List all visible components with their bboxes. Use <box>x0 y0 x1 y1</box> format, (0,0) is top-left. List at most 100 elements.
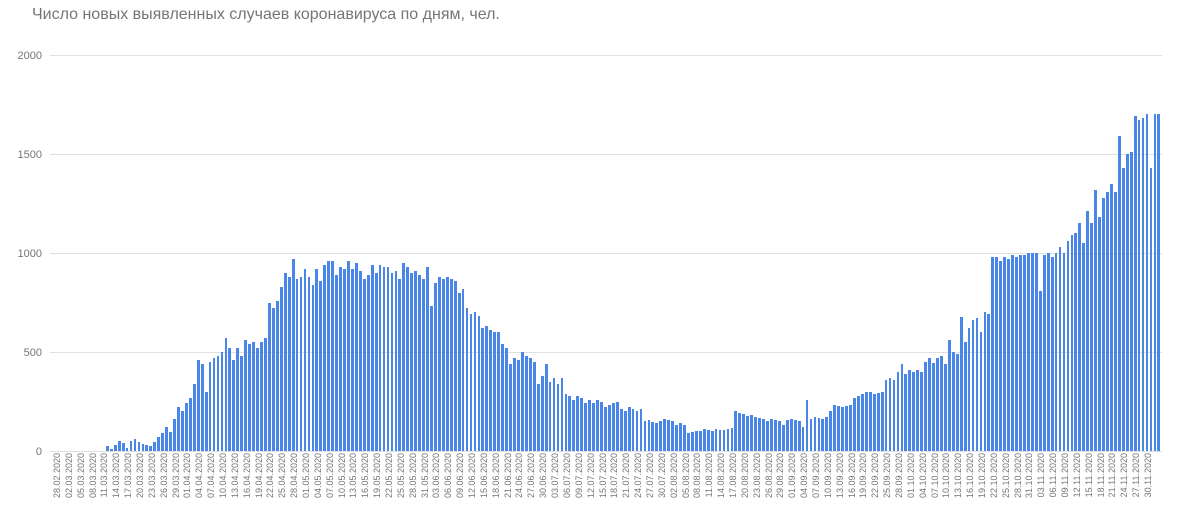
bar <box>742 414 745 451</box>
bar <box>193 384 196 451</box>
bar <box>612 403 615 451</box>
bar <box>972 320 975 451</box>
bar <box>232 360 235 451</box>
bar <box>818 418 821 451</box>
bar <box>770 419 773 451</box>
bar <box>521 352 524 451</box>
bar <box>505 348 508 451</box>
bar <box>1114 192 1117 451</box>
bar <box>810 419 813 451</box>
bar <box>1027 253 1030 451</box>
bar <box>984 312 987 451</box>
bar <box>331 261 334 451</box>
bar <box>213 358 216 451</box>
bar <box>1138 120 1141 451</box>
bar <box>999 261 1002 451</box>
bar <box>806 400 809 451</box>
bar <box>138 442 141 451</box>
bar <box>845 406 848 451</box>
bar <box>161 433 164 451</box>
bar <box>489 330 492 451</box>
bar <box>1035 253 1038 451</box>
bar <box>221 352 224 451</box>
bar <box>995 257 998 451</box>
bar <box>814 417 817 451</box>
bar <box>335 275 338 451</box>
bar <box>1122 168 1125 451</box>
bar <box>379 265 382 451</box>
y-axis-label: 0 <box>36 446 42 458</box>
bar <box>916 370 919 451</box>
bar <box>493 332 496 451</box>
bar <box>762 419 765 451</box>
bar <box>1067 241 1070 451</box>
bar <box>454 281 457 451</box>
bar <box>545 364 548 451</box>
bar <box>173 419 176 451</box>
bar <box>501 344 504 451</box>
bar <box>315 269 318 451</box>
bar <box>561 378 564 451</box>
bar <box>703 429 706 451</box>
bar <box>517 360 520 451</box>
bar <box>209 362 212 451</box>
bar <box>134 439 137 451</box>
bar <box>624 411 627 451</box>
bar <box>387 267 390 451</box>
bar <box>687 433 690 451</box>
bar <box>248 344 251 451</box>
bar <box>565 394 568 451</box>
bar <box>889 378 892 451</box>
y-axis-label: 1000 <box>18 248 42 260</box>
bar <box>260 342 263 451</box>
bar <box>1051 257 1054 451</box>
bar <box>920 372 923 451</box>
bar <box>1082 243 1085 451</box>
bar <box>901 364 904 451</box>
bar <box>802 427 805 451</box>
bar <box>462 289 465 451</box>
bar <box>450 279 453 451</box>
bar <box>240 356 243 451</box>
bar <box>727 429 730 451</box>
bar <box>766 421 769 451</box>
bar <box>932 363 935 451</box>
bar <box>964 342 967 451</box>
bar <box>1043 255 1046 451</box>
bar <box>881 392 884 451</box>
bar <box>849 405 852 451</box>
bar <box>628 407 631 451</box>
bar <box>1055 253 1058 451</box>
plot-area: 0500100015002000 <box>50 55 1162 451</box>
bar <box>1098 217 1101 451</box>
bar <box>343 269 346 451</box>
bar <box>1154 114 1157 451</box>
bar <box>418 275 421 451</box>
bar <box>1134 116 1137 451</box>
bar <box>897 372 900 451</box>
bar <box>588 400 591 451</box>
bar <box>446 277 449 451</box>
bar <box>734 411 737 451</box>
bar <box>513 358 516 451</box>
bar <box>474 312 477 451</box>
bar <box>458 293 461 451</box>
bar <box>944 364 947 451</box>
bar <box>576 396 579 451</box>
bar <box>877 393 880 451</box>
y-axis-label: 2000 <box>18 50 42 62</box>
bar <box>177 407 180 451</box>
bar <box>1157 114 1160 451</box>
bar <box>1086 211 1089 451</box>
bar <box>976 318 979 451</box>
bar <box>422 279 425 451</box>
bar <box>1015 257 1018 451</box>
bar <box>675 425 678 451</box>
bar <box>157 437 160 451</box>
bar <box>936 358 939 451</box>
bar <box>782 425 785 451</box>
bar <box>644 421 647 451</box>
bar <box>481 328 484 451</box>
bar-slot <box>1157 55 1161 451</box>
bar <box>987 314 990 451</box>
